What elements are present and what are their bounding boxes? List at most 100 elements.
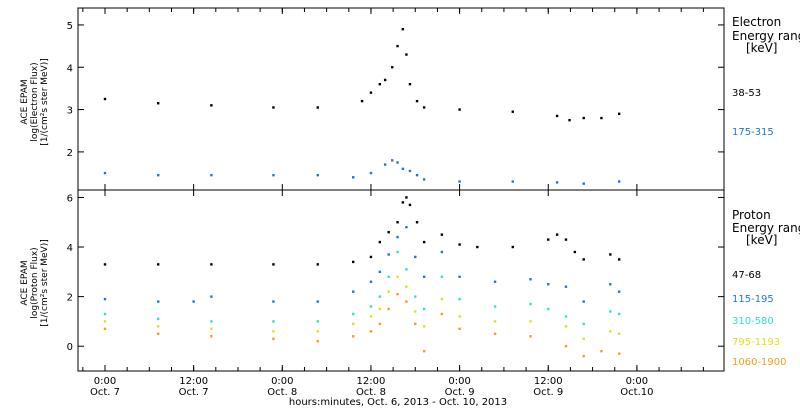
proton-point [609, 253, 612, 256]
proton-point [493, 280, 497, 283]
electron-point [383, 78, 387, 82]
proton-ytick-label: 0 [67, 342, 73, 353]
proton-point [573, 250, 577, 254]
proton-point [405, 196, 408, 199]
electron-legend-title-1: Electron [732, 15, 781, 29]
proton-point [422, 275, 426, 278]
proton-legend-title-2: Energy ranges [732, 221, 800, 235]
electron-point [600, 116, 603, 120]
proton-point [396, 221, 399, 224]
proton-legend-item-115-195: 115-195 [732, 294, 774, 305]
electron-point [391, 159, 394, 162]
proton-point [414, 255, 417, 259]
electron-ytick-label: 5 [67, 21, 73, 32]
proton-legend-item-1060-1900: 1060-1900 [732, 357, 787, 368]
electron-point [415, 99, 419, 103]
proton-point [609, 310, 612, 313]
proton-point [547, 238, 550, 241]
proton-ytick-label: 4 [67, 243, 73, 254]
electron-point [511, 180, 514, 183]
electron-point [156, 102, 160, 105]
electron-point [422, 178, 426, 181]
proton-point [422, 307, 426, 311]
electron-point [156, 173, 160, 177]
electron-point [316, 173, 319, 177]
proton-point [405, 300, 408, 303]
electron-point [103, 97, 107, 101]
proton-point [316, 300, 319, 303]
proton-point [564, 325, 568, 328]
electron-point [396, 161, 399, 164]
electron-point [555, 181, 559, 184]
electron-point [383, 163, 387, 166]
x-tick-time: 0:00 [271, 376, 293, 387]
proton-point [396, 250, 399, 254]
proton-point [529, 335, 532, 338]
proton-point [555, 233, 559, 236]
x-tick-date: Oct. 7 [90, 387, 120, 398]
proton-point [352, 335, 355, 338]
proton-point [493, 305, 497, 308]
proton-point [617, 332, 621, 336]
proton-point [369, 280, 373, 283]
electron-ytick-label: 2 [67, 148, 73, 159]
electron-point [352, 176, 355, 179]
electron-ylabel-line-1: ACE EPAM [20, 79, 30, 124]
proton-point [378, 322, 382, 326]
proton-point [272, 263, 275, 266]
proton-points [103, 196, 621, 358]
proton-point [156, 317, 160, 321]
proton-point [369, 330, 373, 333]
electron-y-ticks: 2 3 4 5 [67, 21, 724, 159]
proton-ytick-label: 2 [67, 293, 73, 304]
proton-point [440, 312, 444, 316]
proton-point [405, 225, 408, 229]
proton-point [387, 253, 390, 256]
electron-point [617, 112, 621, 116]
proton-point [422, 325, 426, 328]
proton-point [272, 300, 275, 303]
electron-point [360, 99, 364, 103]
proton-point [378, 295, 382, 298]
proton-point [156, 263, 160, 266]
proton-point [272, 320, 275, 323]
proton-point [272, 330, 275, 333]
proton-point [617, 352, 621, 355]
x-tick-date: Oct. 9 [533, 387, 563, 398]
proton-legend: Proton Energy ranges [keV] 47-68 115-195… [732, 208, 800, 368]
proton-point [103, 263, 107, 266]
electron-point [408, 82, 412, 86]
proton-point [414, 310, 417, 313]
electron-ylabel-line-2: log(Electron Flux) [30, 62, 40, 141]
proton-point [316, 330, 319, 333]
electron-ytick-label: 3 [67, 106, 73, 117]
x-tick-date: Oct. 8 [267, 387, 297, 398]
proton-point [387, 230, 390, 234]
electron-legend: Electron Energy ranges [keV] 38-53 175-3… [732, 15, 800, 138]
proton-point [493, 320, 497, 323]
x-tick-time: 0:00 [94, 376, 116, 387]
proton-point [210, 335, 213, 338]
proton-y-axis-label: ACE EPAM log(Proton Flux) [1/(cm²s ster … [20, 239, 50, 326]
proton-point [547, 307, 550, 311]
proton-point [396, 275, 399, 278]
electron-point [272, 106, 275, 109]
proton-point [476, 245, 479, 249]
proton-point [192, 300, 195, 303]
proton-point [529, 278, 532, 281]
proton-point [369, 305, 373, 308]
electron-point [401, 27, 405, 31]
electron-plot-frame [77, 7, 725, 191]
proton-point [210, 295, 213, 298]
electron-point [555, 114, 559, 118]
electron-legend-item-175-315: 175-315 [732, 127, 774, 138]
proton-point [582, 300, 585, 303]
proton-point [617, 290, 621, 293]
electron-point [617, 180, 621, 183]
proton-point [440, 250, 444, 254]
proton-legend-item-47-68: 47-68 [732, 270, 761, 281]
electron-legend-item-38-53: 38-53 [732, 88, 761, 99]
electron-ylabel-line-3: [1/(cm²s ster MeV)] [40, 58, 50, 145]
proton-point [352, 290, 355, 293]
